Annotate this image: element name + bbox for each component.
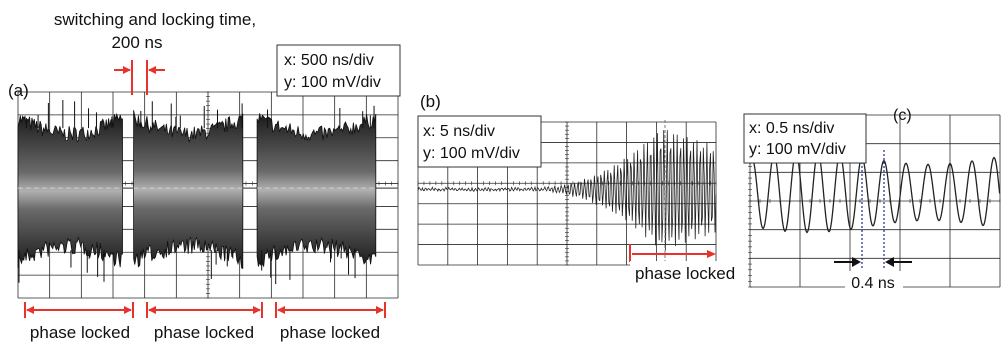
scale-box-b — [417, 115, 542, 168]
phase-locked-label-b-bg — [630, 261, 744, 285]
trace-b — [417, 130, 717, 251]
switching-gap-marker — [114, 60, 165, 95]
scale-box-a — [276, 44, 401, 97]
burst-3 — [256, 113, 377, 268]
bracket-3 — [275, 302, 386, 318]
scale-box-c-y: y: 100 mV/div — [749, 141, 846, 158]
trace-c — [749, 151, 1001, 234]
burst-2 — [133, 110, 244, 269]
phase-locked-label-b: phase locked — [635, 264, 735, 283]
scale-box-b-x: x: 5 ns/div — [423, 123, 495, 140]
bracket-2 — [146, 302, 263, 318]
bracket-1 — [24, 302, 134, 318]
panel-b: (b) x: 5 ns/div y: 100 mV/div phase lock… — [417, 92, 744, 285]
panel-b-label: (b) — [420, 92, 441, 111]
phase-locked-brackets-a — [24, 302, 386, 318]
period-arrows — [834, 257, 912, 267]
panel-a-label: (a) — [8, 81, 29, 100]
scale-box-c-x: x: 0.5 ns/div — [749, 120, 834, 137]
phase-locked-label-3: phase locked — [280, 323, 380, 342]
switching-annotation-line1: switching and locking time, — [54, 10, 256, 29]
panel-a: (a) switching and locking time, 200 ns x… — [8, 10, 401, 342]
phase-locked-label-2: phase locked — [154, 323, 254, 342]
panel-c: 0.4 ns x: 0.5 ns/div y: 100 mV/div (c) — [743, 107, 1001, 292]
phase-locked-label-1: phase locked — [30, 323, 130, 342]
panel-c-label: (c) — [893, 107, 912, 124]
scale-box-c — [743, 113, 867, 164]
scale-box-a-x: x: 500 ns/div — [284, 52, 374, 69]
period-label-bg — [845, 271, 903, 291]
phase-locked-bracket-b — [629, 244, 716, 262]
scale-box-a-y: y: 100 mV/div — [284, 74, 381, 91]
burst-traces — [17, 100, 398, 285]
period-label: 0.4 ns — [851, 275, 895, 292]
scale-box-b-y: y: 100 mV/div — [423, 145, 520, 162]
switching-annotation-line2: 200 ns — [111, 33, 162, 52]
burst-1 — [17, 112, 123, 268]
